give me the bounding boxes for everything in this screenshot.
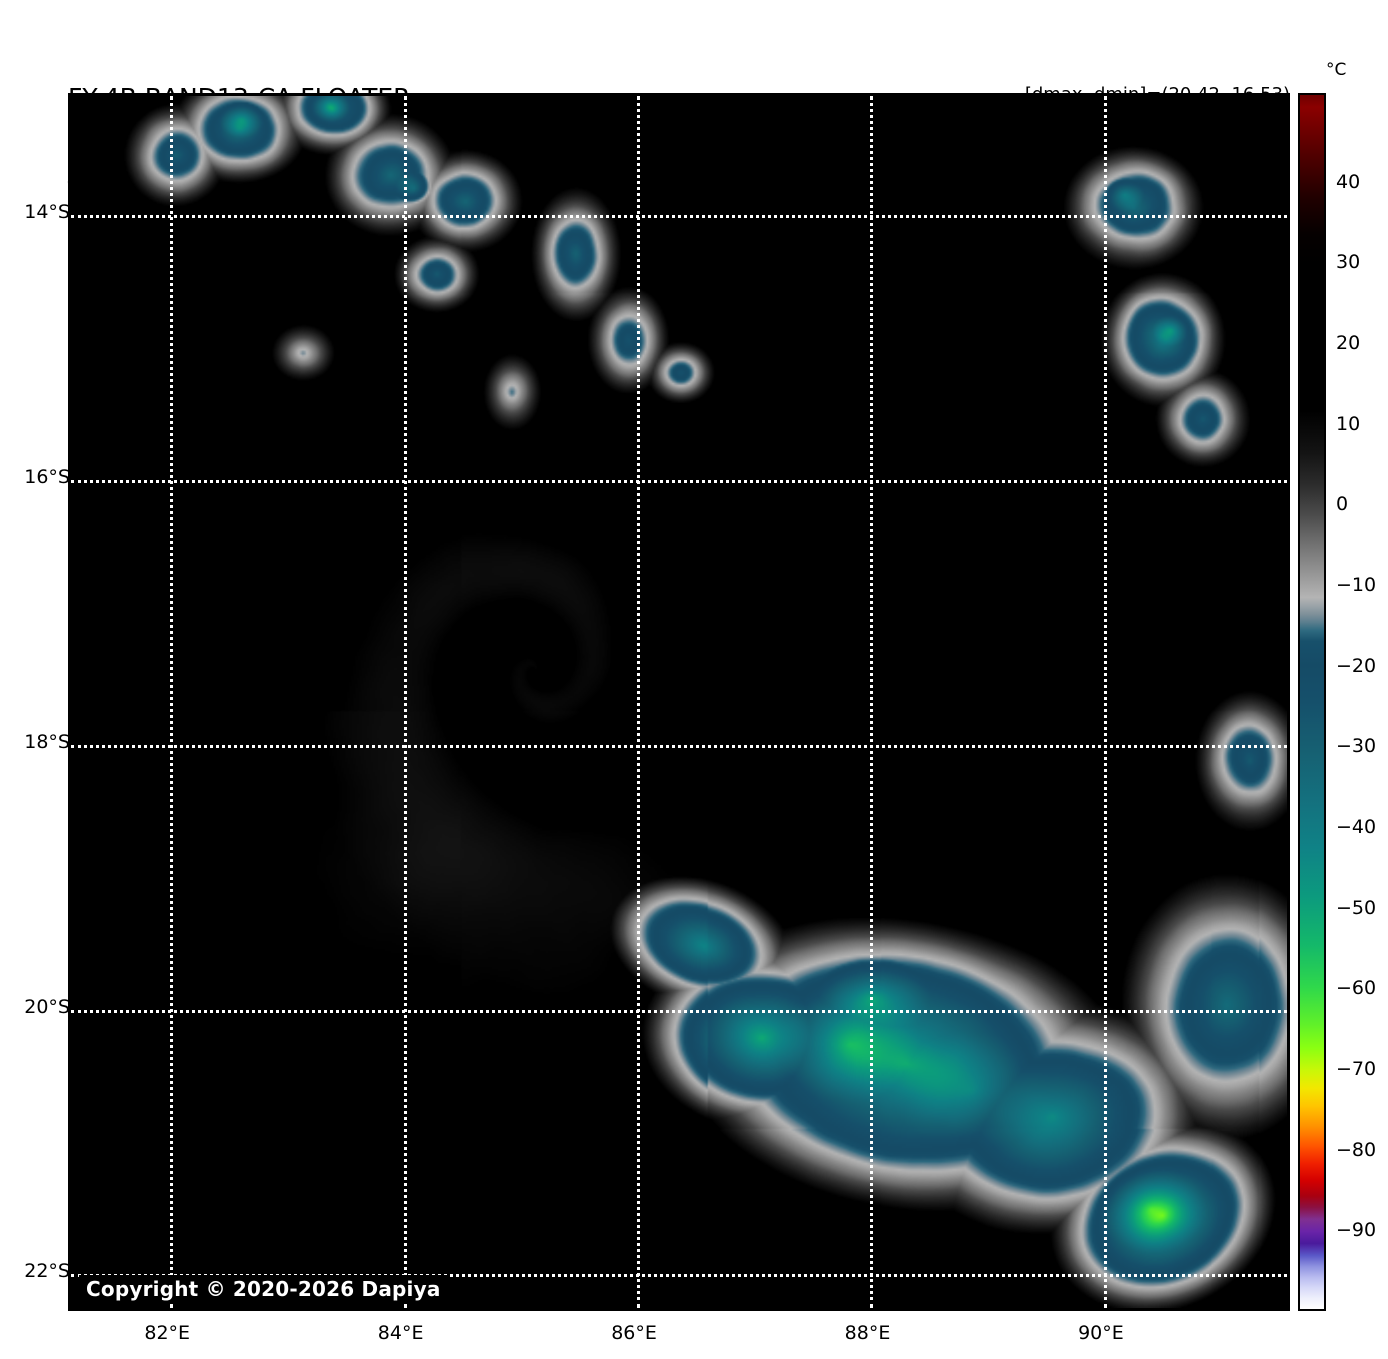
xtick-label: 82°E: [144, 1322, 191, 1344]
ytick-label: 16°S: [24, 465, 70, 488]
xtick-label: 86°E: [611, 1322, 657, 1344]
colorbar-tick-label: −80: [1336, 1138, 1377, 1161]
colorbar-tick-label: −40: [1336, 816, 1377, 839]
ytick-label: 14°S: [24, 201, 70, 224]
ytick-label: 20°S: [24, 995, 70, 1018]
xtick-label: 84°E: [377, 1322, 424, 1344]
satellite-imagery-canvas: [71, 96, 1287, 1308]
colorbar-tick-label: −60: [1336, 977, 1377, 1000]
colorbar-tick-label: −10: [1336, 574, 1377, 597]
colorbar-tick-label: 20: [1336, 332, 1361, 355]
colorbar-tick-label: −20: [1336, 654, 1377, 677]
colorbar-tick-label: −90: [1336, 1219, 1377, 1242]
colorbar-tick-label: −30: [1336, 735, 1377, 758]
satellite-image-panel[interactable]: Copyright © 2020-2026 Dapiya: [68, 93, 1290, 1311]
xtick-label: 88°E: [844, 1322, 891, 1344]
colorbar-tick-label: −50: [1336, 896, 1377, 919]
colorbar-tick-label: 0: [1336, 493, 1349, 516]
ytick-label: 22°S: [24, 1260, 70, 1283]
temperature-colorbar[interactable]: [1298, 93, 1326, 1311]
xtick-label: 90°E: [1078, 1322, 1124, 1344]
copyright-notice: Copyright © 2020-2026 Dapiya: [79, 1275, 448, 1304]
colorbar-tick-label: 40: [1336, 170, 1361, 193]
colorbar-tick-label: 10: [1336, 412, 1361, 435]
colorbar-tick-label: −70: [1336, 1058, 1377, 1080]
colorbar-unit-label: °C: [1326, 60, 1347, 80]
ytick-label: 18°S: [24, 730, 70, 753]
colorbar-tick-label: 30: [1336, 251, 1361, 274]
